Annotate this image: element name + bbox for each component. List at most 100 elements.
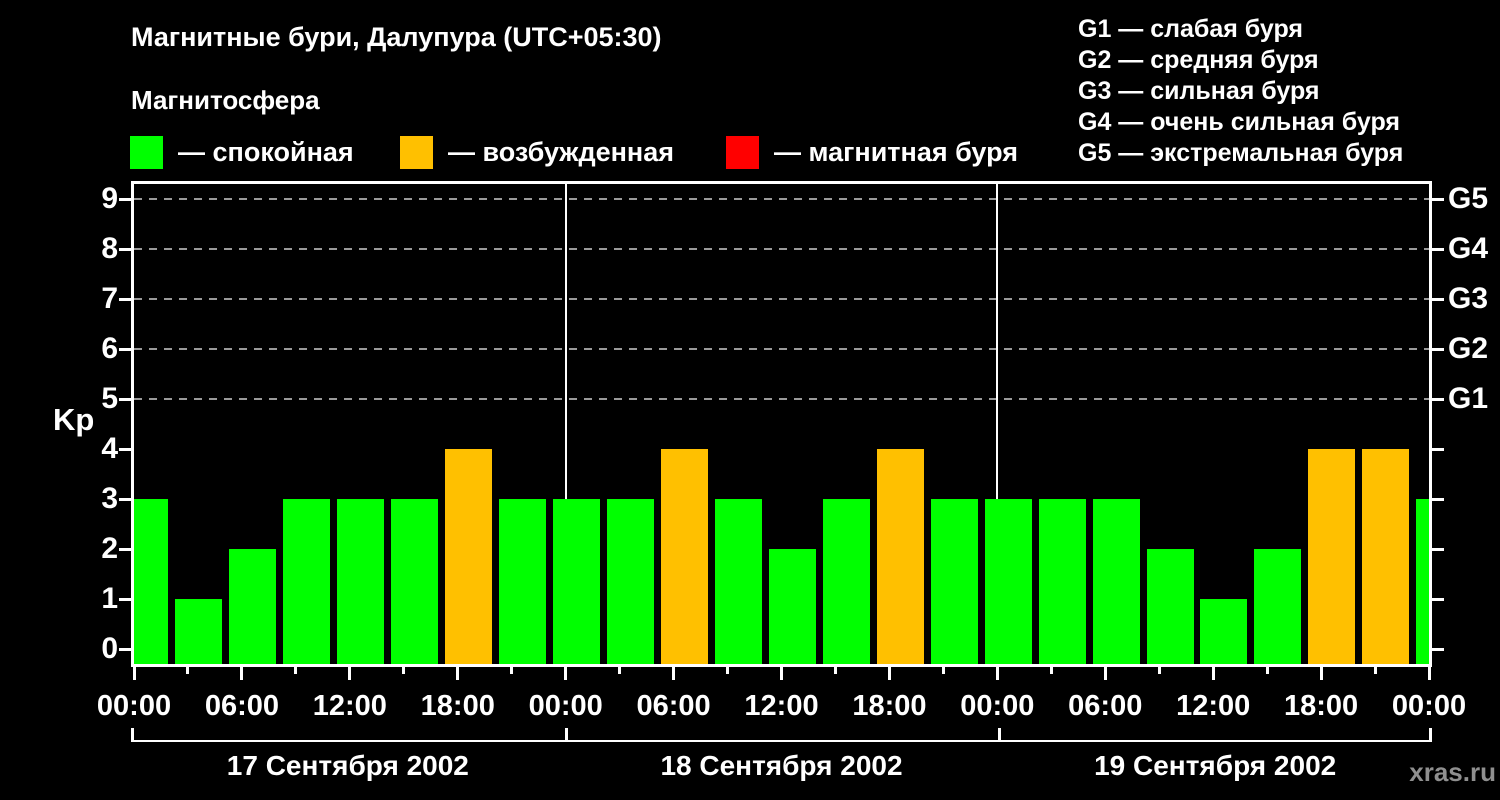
y-tick-label: 6 [101,332,118,365]
kp-bar [768,549,816,664]
legend-label-storm: — магнитная буря [774,136,1018,167]
kp-bar [445,449,493,664]
x-axis-major-tick [348,665,352,680]
x-axis-major-tick [1103,665,1107,680]
date-bracket-line [131,740,1432,742]
g-scale-axis-label: G3 [1448,282,1489,315]
y-axis-tick-right [1432,648,1444,651]
chart-subtitle: Магнитосфера [131,85,320,115]
kp-bar [1146,549,1194,664]
g-scale-legend: G1 — слабая буря G2 — средняя буря G3 — … [1078,14,1403,169]
y-axis-tick-right [1432,298,1444,301]
watermark: xras.ru [1409,757,1496,787]
day-separator-line [996,184,999,664]
x-axis-major-tick [240,665,244,680]
y-axis-tick-left [119,248,131,251]
x-axis-major-tick [1427,665,1431,680]
y-axis-tick-left [119,498,131,501]
x-tick-label: 12:00 [744,690,819,722]
kp-bar [1092,499,1140,664]
legend-item-excited: — возбужденная [400,135,674,169]
date-label: 19 Сентября 2002 [1094,750,1337,781]
date-label: 18 Сентября 2002 [660,750,903,781]
y-tick-label: 2 [101,532,118,565]
legend-label-excited: — возбужденная [448,136,674,167]
x-axis-major-tick [672,665,676,680]
x-axis-major-tick [456,665,460,680]
date-bracket-tick [1429,728,1432,741]
y-axis-tick-left [119,448,131,451]
date-bracket-tick [564,728,568,741]
y-axis-tick-left [119,298,131,301]
y-axis-tick-right [1432,248,1444,251]
y-axis-tick-right [1432,198,1444,201]
kp-bar [1362,449,1410,664]
x-axis-major-tick [780,665,783,680]
x-axis-minor-tick [294,665,298,674]
g-scale-legend-line: G4 — очень сильная буря [1078,108,1400,136]
gridline-kp8 [134,248,1429,250]
y-tick-label: 4 [101,432,118,465]
x-tick-label: 18:00 [1283,690,1359,722]
x-tick-label: 06:00 [636,690,711,722]
y-tick-label: 1 [101,582,118,615]
x-tick-label: 06:00 [1068,690,1143,722]
y-axis-title: Kp [53,402,95,437]
x-tick-label: 00:00 [528,690,603,722]
legend-item-quiet: — спокойная [130,135,354,169]
x-axis-minor-tick [726,665,730,674]
excited-color-swatch-icon [400,135,433,169]
y-tick-label: 9 [101,182,118,215]
kp-bar [714,499,762,664]
x-axis-minor-tick [1265,665,1269,674]
x-axis-minor-tick [833,665,837,674]
kp-bar [391,499,439,664]
kp-bar [283,499,331,664]
x-tick-label: 18:00 [420,690,495,722]
kp-bar [337,499,385,664]
g-scale-legend-line: G5 — экстремальная буря [1078,139,1404,167]
x-axis-minor-tick [402,665,406,674]
y-axis-tick-right [1432,498,1444,501]
kp-bar [1416,499,1429,664]
gridline-kp7 [134,298,1429,300]
x-axis-minor-tick [1049,665,1053,674]
x-tick-label: 00:00 [960,690,1035,722]
date-bracket-tick [131,728,134,741]
kp-bar [822,499,870,664]
g-scale-legend-line: G1 — слабая буря [1078,15,1304,43]
plot-area [131,181,1432,667]
kp-bar [229,549,277,664]
y-tick-label: 7 [101,282,118,315]
x-axis-minor-tick [1373,665,1377,674]
g-scale-axis-label: G2 [1448,332,1489,365]
kp-bar [984,499,1032,664]
kp-bar [930,499,978,664]
kp-bar [1254,549,1302,664]
date-bracket-tick [998,728,1002,741]
y-tick-label: 3 [101,482,118,515]
g-scale-axis-label: G5 [1448,182,1489,215]
kp-bar [175,599,223,664]
kp-bar [876,449,924,664]
x-axis-major-tick [1319,665,1323,680]
x-tick-label: 00:00 [96,690,172,722]
gridline-kp5 [134,398,1429,400]
g-scale-axis-label: G1 [1448,382,1489,415]
storm-color-swatch-icon [726,135,759,169]
y-tick-label: 8 [101,232,118,265]
legend-item-storm: — магнитная буря [726,135,1018,169]
y-axis-tick-right [1432,398,1444,401]
x-axis-major-tick [564,665,568,680]
y-axis-tick-left [119,198,131,201]
x-axis-major-tick [995,665,999,680]
kp-bar [1200,599,1248,664]
g-scale-legend-line: G2 — средняя буря [1078,46,1319,74]
kp-bar [499,499,546,664]
x-axis-minor-tick [1157,665,1161,674]
y-axis-tick-right [1432,448,1444,451]
kp-bar [606,499,654,664]
y-axis-tick-left [119,648,131,651]
x-axis-minor-tick [510,665,514,674]
